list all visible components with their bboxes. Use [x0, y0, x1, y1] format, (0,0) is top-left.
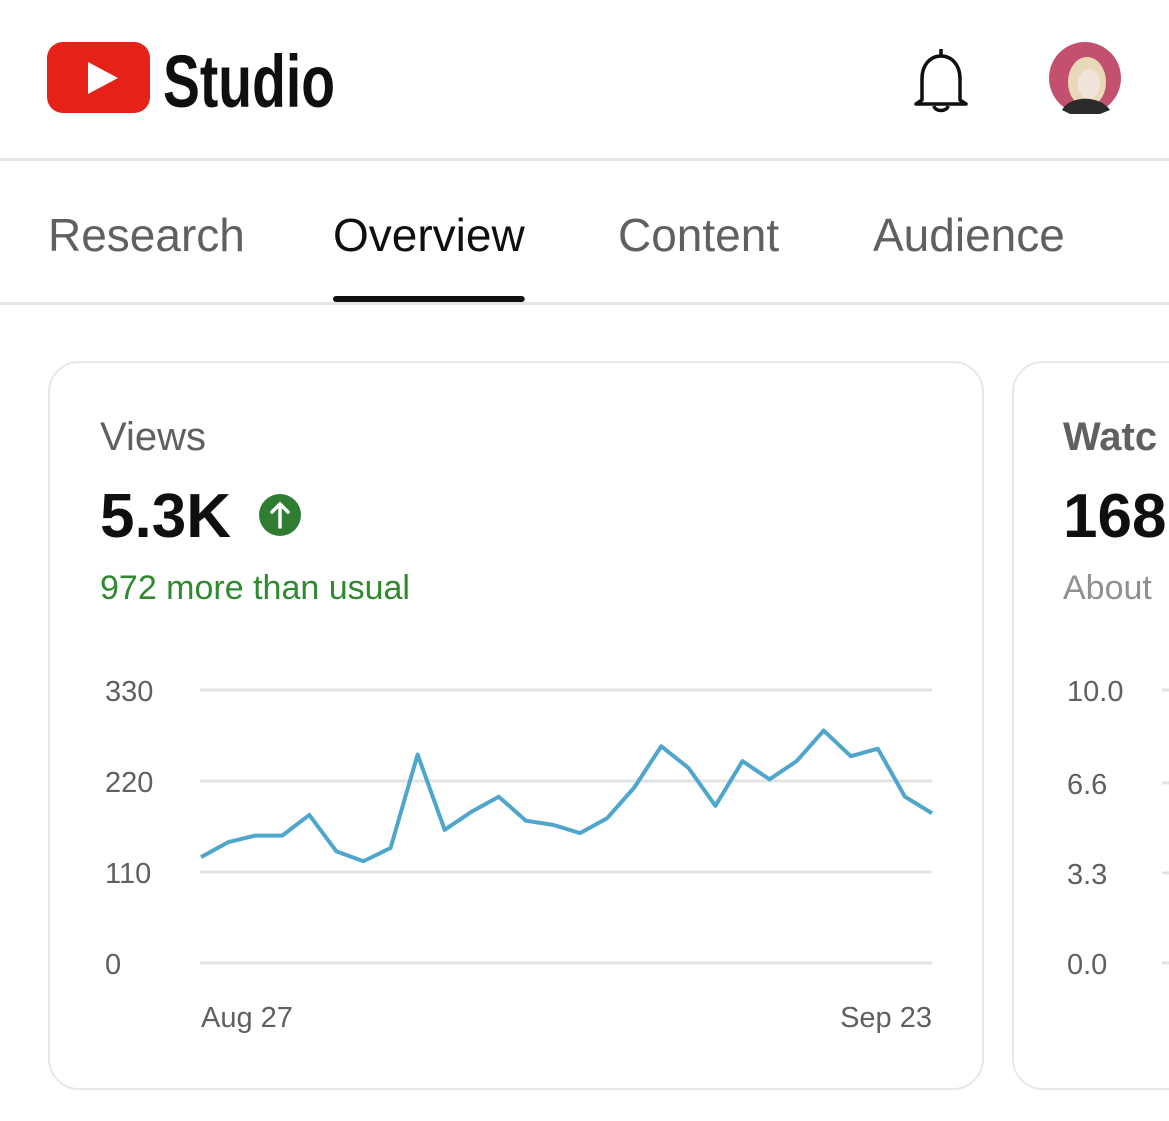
- y-tick-label: 330: [105, 676, 153, 708]
- card-metric: 5.3K: [100, 482, 231, 551]
- card-metric: 168: [1063, 482, 1166, 551]
- tab[interactable]: Research: [48, 209, 245, 261]
- x-tick-label: Aug 27: [201, 1002, 293, 1034]
- views-card-content: Views 5.3K 972 more than usual: [100, 415, 410, 607]
- watch-card[interactable]: [1012, 361, 1169, 1090]
- y-tick-label: 10.0: [1067, 676, 1123, 708]
- logo-text[interactable]: Studio: [163, 40, 335, 123]
- views-card[interactable]: [48, 361, 984, 1090]
- card-note: 972 more than usual: [100, 569, 410, 607]
- notification-bell[interactable]: [914, 49, 968, 113]
- y-tick-label: 0.0: [1067, 949, 1107, 981]
- tab[interactable]: Audience: [873, 209, 1065, 261]
- card-note: About: [1063, 569, 1152, 607]
- active-tab-indicator: [333, 296, 525, 302]
- tab-divider: [0, 302, 1169, 305]
- tab[interactable]: Overview: [333, 209, 525, 261]
- y-tick-label: 3.3: [1067, 859, 1107, 891]
- x-tick-label: Sep 23: [840, 1002, 932, 1034]
- card-title: Views: [100, 415, 206, 459]
- tab[interactable]: Content: [618, 209, 779, 261]
- logo-play: [88, 62, 118, 94]
- avatar[interactable]: [1049, 42, 1121, 114]
- y-tick-label: 0: [105, 949, 121, 981]
- card-title: Watc: [1063, 415, 1157, 459]
- header: Studio: [0, 40, 1169, 161]
- y-tick-label: 110: [105, 858, 151, 890]
- y-tick-label: 220: [105, 767, 153, 799]
- watch-card-content: Watc 168 About 0.0 3.3 6.6 10.0: [1063, 415, 1169, 981]
- trend-arrow: [270, 501, 290, 529]
- header-divider: [0, 158, 1169, 161]
- data-line: [200, 728, 934, 864]
- tab-bar: Research Overview Content Audience: [0, 209, 1169, 305]
- y-tick-label: 6.6: [1067, 769, 1107, 801]
